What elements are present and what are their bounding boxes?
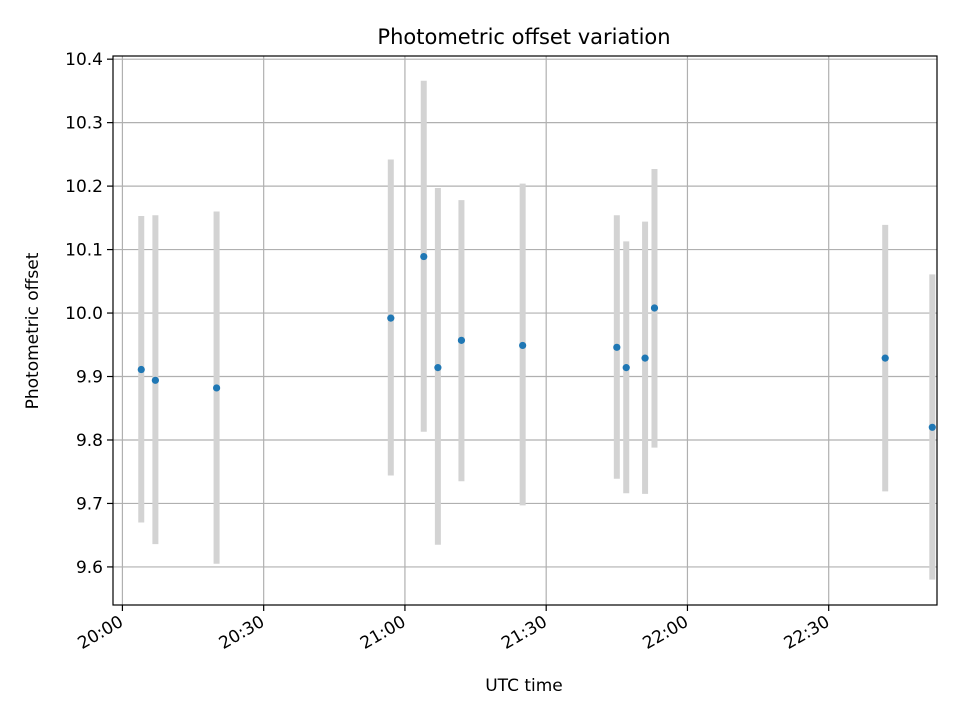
x-tick-label: 20:00 (74, 612, 126, 654)
data-point (928, 423, 936, 431)
data-point (420, 252, 428, 261)
data-point (519, 341, 527, 350)
y-tick-label: 10.4 (65, 50, 103, 70)
data-point (151, 376, 159, 384)
x-tick-label: 21:30 (498, 612, 550, 654)
x-tick-label: 22:00 (640, 612, 692, 654)
y-axis-label: Photometric offset (23, 252, 43, 409)
data-point (387, 314, 395, 322)
chart-title: Photometric offset variation (377, 25, 670, 49)
data-point (457, 336, 466, 344)
y-tick-label: 10.3 (65, 114, 103, 134)
y-axis-ticks: 9.6 9.7 9.8 9.9 10.0 10.1 10.2 10.3 10.4 (65, 50, 113, 578)
data-point (622, 364, 630, 372)
x-tick-label: 22:30 (781, 612, 833, 654)
data-point (434, 364, 442, 372)
data-point (641, 354, 649, 362)
data-point (137, 365, 145, 374)
y-tick-label: 9.8 (76, 431, 103, 451)
data-point (881, 354, 889, 362)
y-tick-label: 9.6 (76, 558, 103, 578)
plot-frame (112, 55, 938, 606)
y-tick-label: 10.1 (65, 241, 103, 261)
x-tick-label: 20:30 (216, 612, 268, 654)
x-tick-label: 21:00 (357, 612, 409, 654)
y-tick-label: 10.2 (65, 177, 103, 197)
y-tick-label: 9.9 (76, 368, 103, 388)
y-tick-label: 9.7 (76, 494, 103, 514)
data-point (650, 304, 659, 312)
data-point (613, 343, 621, 351)
data-point (212, 384, 221, 392)
y-tick-label: 10.0 (65, 304, 103, 324)
error-bars (138, 80, 936, 580)
data-points (137, 252, 936, 431)
x-axis-ticks: 20:00 20:30 21:00 21:30 22:00 22:30 (74, 605, 833, 654)
x-axis-label: UTC time (485, 676, 563, 696)
